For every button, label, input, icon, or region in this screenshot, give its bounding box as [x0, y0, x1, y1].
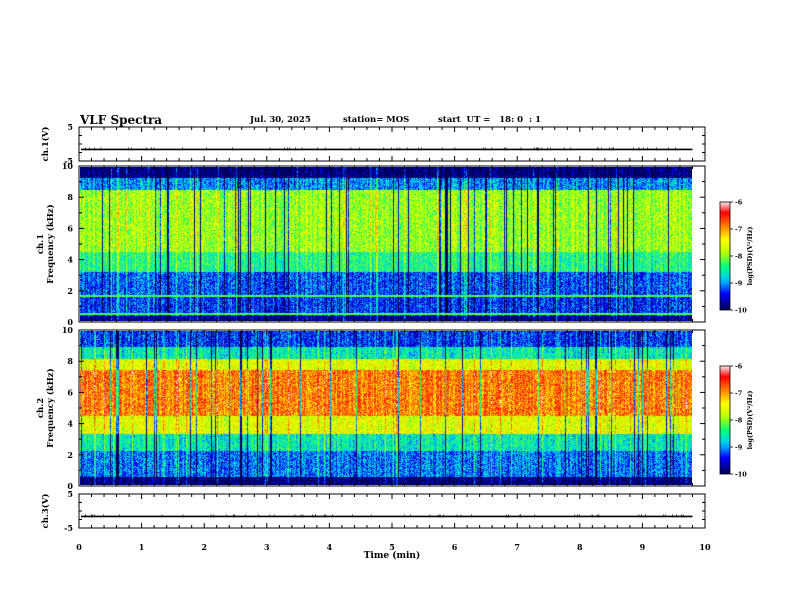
y-tick-label: 0	[67, 481, 73, 491]
colorbar-tick-label: -8	[735, 253, 743, 261]
colorbar-tick-label: -8	[735, 417, 743, 425]
x-tick-label: 6	[452, 542, 458, 552]
date-label: Jul. 30, 2025	[250, 115, 311, 125]
y-axis-label: Frequency (kHz)	[45, 368, 56, 447]
start-time-label: start UT = 18: 0 : 1	[438, 115, 542, 125]
y-tick-label: 10	[62, 161, 74, 171]
x-tick-label: 0	[76, 542, 82, 552]
x-tick-label: 2	[201, 542, 207, 552]
x-tick-label: 5	[389, 542, 395, 552]
y-tick-label: 2	[67, 286, 73, 296]
station-label: station= MOS	[343, 115, 410, 125]
panel-frame	[78, 126, 706, 162]
y-tick-label: 8	[67, 356, 73, 366]
x-axis-label: Time (min)	[364, 550, 421, 561]
x-tick-label: 4	[327, 542, 333, 552]
y-tick-label: 8	[67, 192, 73, 202]
y-axis-label: ch.1(V)	[40, 127, 51, 162]
colorbar	[719, 365, 731, 475]
colorbar-tick-label: -9	[735, 444, 743, 452]
spectrogram-ch2	[80, 331, 692, 485]
colorbar-tick-label: -9	[735, 280, 743, 288]
y-axis-label: Frequency (kHz)	[45, 204, 56, 283]
y-tick-label: -5	[64, 523, 73, 533]
y-tick-label: 0	[67, 317, 73, 327]
panel-frame	[78, 493, 706, 529]
x-tick-label: 10	[699, 542, 711, 552]
colorbar-tick-label: -10	[735, 307, 747, 315]
spectrogram-ch1	[80, 167, 692, 321]
y-axis-label: ch.3(V)	[40, 494, 51, 529]
x-tick-label: 1	[139, 542, 145, 552]
colorbar-label: log(PSD)(V²/Hz)	[746, 391, 754, 450]
colorbar	[719, 201, 731, 311]
y-tick-label: 6	[67, 223, 73, 233]
colorbar-label: log(PSD)(V²/Hz)	[746, 227, 754, 286]
colorbar-tick-label: -7	[735, 390, 742, 398]
y-tick-label: 4	[67, 419, 73, 429]
x-tick-label: 3	[264, 542, 270, 552]
page-title: VLF Spectra	[80, 113, 163, 127]
y-tick-label: -5	[64, 156, 73, 166]
y-tick-label: 5	[67, 489, 73, 499]
y-tick-label: 6	[67, 387, 73, 397]
x-tick-label: 7	[514, 542, 520, 552]
colorbar-tick-label: -7	[735, 226, 742, 234]
x-tick-label: 9	[640, 542, 646, 552]
y-tick-label: 4	[67, 255, 73, 265]
y-axis-label: ch.2	[36, 398, 46, 418]
x-tick-label: 8	[577, 542, 583, 552]
y-tick-label: 2	[67, 450, 73, 460]
y-tick-label: 10	[62, 325, 74, 335]
y-tick-label: 5	[67, 122, 73, 132]
colorbar-tick-label: -6	[735, 199, 743, 207]
y-axis-label: ch.1	[36, 234, 46, 254]
colorbar-tick-label: -10	[735, 471, 747, 479]
colorbar-tick-label: -6	[735, 363, 743, 371]
